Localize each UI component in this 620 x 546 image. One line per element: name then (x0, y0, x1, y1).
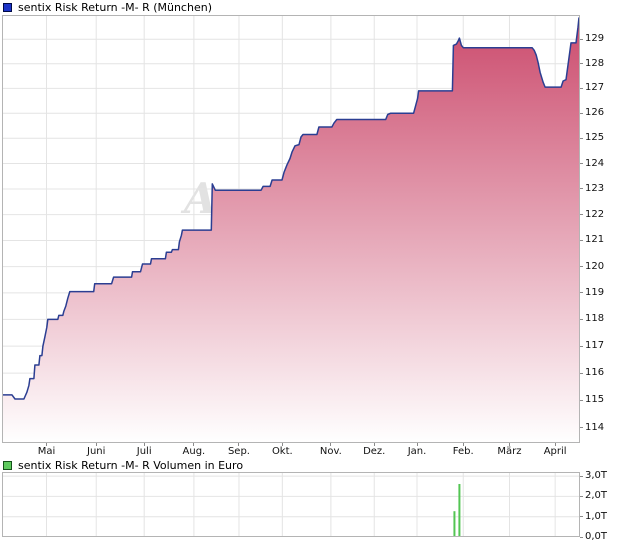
volume-chart-title: sentix Risk Return -M- R Volumen in Euro (18, 459, 244, 472)
price-area-fill (2, 17, 579, 443)
price-y-axis-tick (580, 38, 583, 40)
price-x-axis-tick (416, 443, 418, 446)
price-chart-svg (2, 15, 580, 443)
price-y-axis-label: 129 (585, 33, 605, 45)
price-y-axis-label: 122 (585, 208, 605, 220)
volume-y-axis-label: 1,0T (585, 510, 608, 522)
price-x-axis-label: Sep. (227, 446, 250, 457)
price-y-axis-tick (580, 163, 583, 165)
price-chart-title: sentix Risk Return -M- R (München) (18, 1, 212, 14)
volume-y-axis: 3,0T 2,0T 1,0T 0,0T (580, 0, 620, 546)
price-y-axis: 129 128 127 126 125 124 123 122 121 120 119 118 117 1… (580, 0, 620, 546)
price-y-axis-tick (580, 399, 583, 401)
price-y-axis-tick (580, 63, 583, 65)
price-x-axis-label: Nov. (319, 446, 342, 457)
price-y-axis-label: 123 (585, 182, 605, 194)
price-x-axis: Mai Juni Juli Aug. Sep. Okt. Nov. Dez. Jan. Feb. M… (2, 443, 580, 457)
price-y-axis-tick (580, 87, 583, 89)
volume-plot-area[interactable] (2, 472, 580, 537)
volume-chart-svg (2, 472, 580, 537)
price-y-axis-label: 121 (585, 234, 605, 246)
price-y-axis-label: 128 (585, 57, 605, 69)
price-x-axis-tick (373, 443, 375, 446)
price-y-axis-tick (580, 214, 583, 216)
price-y-axis-tick (580, 188, 583, 190)
price-y-axis-label: 117 (585, 340, 605, 352)
volume-y-axis-tick (580, 495, 583, 497)
price-y-axis-tick (580, 137, 583, 139)
volume-chart-header: sentix Risk Return -M- R Volumen in Euro (3, 459, 243, 472)
price-x-axis-tick (143, 443, 145, 446)
price-x-axis-label: Okt. (271, 446, 293, 457)
price-series-marker-icon (3, 3, 12, 12)
price-y-axis-tick (580, 318, 583, 320)
price-y-axis-tick (580, 239, 583, 241)
price-y-axis-label: 119 (585, 286, 605, 298)
price-y-axis-label: 127 (585, 82, 605, 94)
price-y-axis-label: 120 (585, 260, 605, 272)
price-x-axis-label: Feb. (452, 446, 474, 457)
price-y-axis-tick (580, 292, 583, 294)
price-x-axis-tick (95, 443, 97, 446)
price-plot-area[interactable]: A (2, 15, 580, 443)
volume-y-axis-tick (580, 536, 583, 538)
price-x-axis-tick (281, 443, 283, 446)
price-y-axis-label: 115 (585, 394, 605, 406)
price-x-axis-label: März (497, 446, 522, 457)
price-y-axis-label: 118 (585, 313, 605, 325)
price-x-axis-label: Juli (136, 446, 152, 457)
price-y-axis-tick (580, 266, 583, 268)
volume-y-axis-label: 2,0T (585, 490, 608, 502)
volume-y-axis-tick (580, 475, 583, 477)
volume-y-axis-label: 3,0T (585, 470, 608, 482)
price-x-axis-label: Aug. (182, 446, 206, 457)
price-y-axis-tick (580, 112, 583, 114)
price-x-axis-tick (193, 443, 195, 446)
price-x-axis-label: Dez. (363, 446, 386, 457)
price-x-axis-tick (462, 443, 464, 446)
price-y-axis-tick (580, 345, 583, 347)
price-x-axis-label: Jan. (407, 446, 427, 457)
volume-y-axis-tick (580, 516, 583, 518)
price-y-axis-label: 116 (585, 367, 605, 379)
price-y-axis-label: 124 (585, 157, 605, 169)
price-y-axis-tick (580, 372, 583, 374)
price-x-axis-tick (508, 443, 510, 446)
volume-series-marker-icon (3, 461, 12, 470)
price-y-axis-label: 126 (585, 107, 605, 119)
price-y-axis-label: 125 (585, 132, 605, 144)
volume-bar (458, 483, 461, 537)
volume-bar (453, 511, 456, 537)
price-x-axis-tick (238, 443, 240, 446)
price-line (2, 17, 580, 400)
price-plot-border (2, 15, 580, 443)
volume-y-axis-label: 0,0T (585, 531, 608, 542)
price-x-axis-label: April (543, 446, 567, 457)
price-chart-header: sentix Risk Return -M- R (München) (3, 1, 212, 14)
price-x-axis-tick (46, 443, 47, 446)
price-x-axis-label: Mai (37, 446, 56, 457)
volume-plot-border (2, 472, 580, 537)
price-y-axis-label: 114 (585, 421, 605, 433)
price-x-axis-label: Juni (87, 446, 106, 457)
price-x-axis-tick (554, 443, 556, 446)
price-y-axis-tick (580, 427, 583, 429)
price-x-axis-tick (330, 443, 332, 446)
